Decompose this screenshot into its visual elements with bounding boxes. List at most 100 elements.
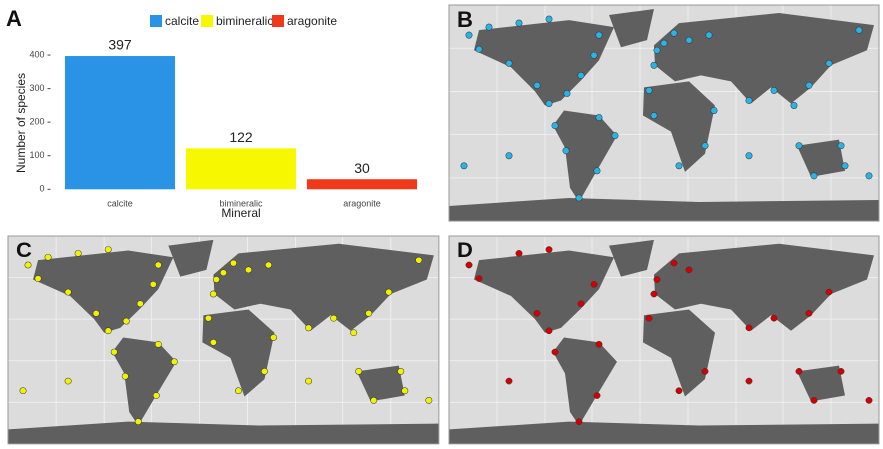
occurrence-point [44,253,52,261]
occurrence-point [121,372,129,380]
occurrence-point [745,377,753,385]
x-axis-label: Mineral [221,206,260,220]
occurrence-point [152,392,160,399]
occurrence-point [595,340,603,348]
occurrence-point [575,418,583,426]
map-frame [7,235,440,445]
occurrence-point [805,81,813,89]
data-label: 30 [354,160,370,176]
occurrence-point [575,194,583,202]
occurrence-point [745,152,753,160]
bar [306,179,418,190]
occurrence-point [551,122,559,130]
occurrence-point [425,397,433,404]
occurrence-point [154,340,162,348]
occurrence-point [261,368,268,375]
occurrence-point [34,275,42,282]
x-tick-label: aragonite [343,198,381,208]
y-axis-label: Number of species [14,73,28,173]
occurrence-point [562,147,570,155]
occurrence-point [104,246,112,253]
occurrence-point [365,310,373,317]
occurrence-point [745,97,753,104]
occurrence-point [593,167,601,175]
world-map [7,235,440,445]
occurrence-point [590,51,598,59]
occurrence-point [515,19,523,27]
data-label: 397 [108,37,132,53]
occurrence-point [24,261,32,269]
occurrence-point [685,36,693,44]
occurrence-point [705,31,713,39]
legend-label: bimineralic [216,14,273,28]
legend-label: calcite [165,14,199,28]
occurrence-point [611,132,619,140]
occurrence-point [475,45,483,53]
y-tick-label: 300 [29,83,44,93]
occurrence-point [825,59,833,67]
occurrence-point [837,142,845,150]
occurrence-point [19,387,27,395]
occurrence-point [745,324,753,332]
occurrence-point [770,86,778,94]
occurrence-point [533,81,541,89]
occurrence-point [675,387,683,395]
occurrence-point [545,246,553,253]
occurrence-point [593,392,601,399]
bar [185,148,297,190]
occurrence-point [810,172,818,180]
occurrence-point [305,324,313,332]
occurrence-point [465,31,473,39]
occurrence-point [865,397,873,404]
occurrence-point [235,387,242,395]
occurrence-point [533,310,541,317]
occurrence-point [350,329,358,337]
occurrence-point [653,276,661,283]
occurrence-point [485,23,493,31]
occurrence-point [265,261,272,269]
occurrence-point [465,261,473,269]
occurrence-point [660,39,668,47]
occurrence-point [64,377,72,385]
occurrence-point [64,288,72,296]
maps: B C D [7,4,880,445]
occurrence-point [355,368,363,375]
occurrence-point [645,86,653,94]
legend-swatch [150,15,162,27]
occurrence-point [855,26,863,34]
occurrence-point [134,418,142,426]
occurrence-point [397,368,405,375]
occurrence-point [810,397,818,404]
occurrence-point [545,327,553,335]
occurrence-point [305,377,313,385]
occurrence-point [122,317,130,325]
occurrence-point [475,275,483,282]
occurrence-point [515,250,523,257]
world-map [448,235,880,445]
occurrence-point [701,368,709,375]
panel-label: A [6,6,22,31]
occurrence-point [136,300,144,308]
occurrence-point [370,397,378,404]
legend-swatch [272,15,284,27]
occurrence-point [270,334,277,341]
occurrence-point [149,281,157,288]
y-tick-label: 400 [29,49,44,59]
occurrence-point [577,71,585,79]
occurrence-point [670,259,678,267]
occurrence-point [245,266,252,274]
occurrence-point [841,162,849,170]
occurrence-point [650,112,658,120]
occurrence-point [790,102,798,109]
occurrence-point [837,368,845,375]
map-panel: D [448,235,880,445]
data-label: 122 [229,129,253,145]
occurrence-point [670,29,678,37]
panel-label: D [457,237,473,262]
panel-label: C [16,237,32,262]
map-frame [448,235,880,445]
map-frame [448,4,880,222]
occurrence-point [595,31,603,39]
